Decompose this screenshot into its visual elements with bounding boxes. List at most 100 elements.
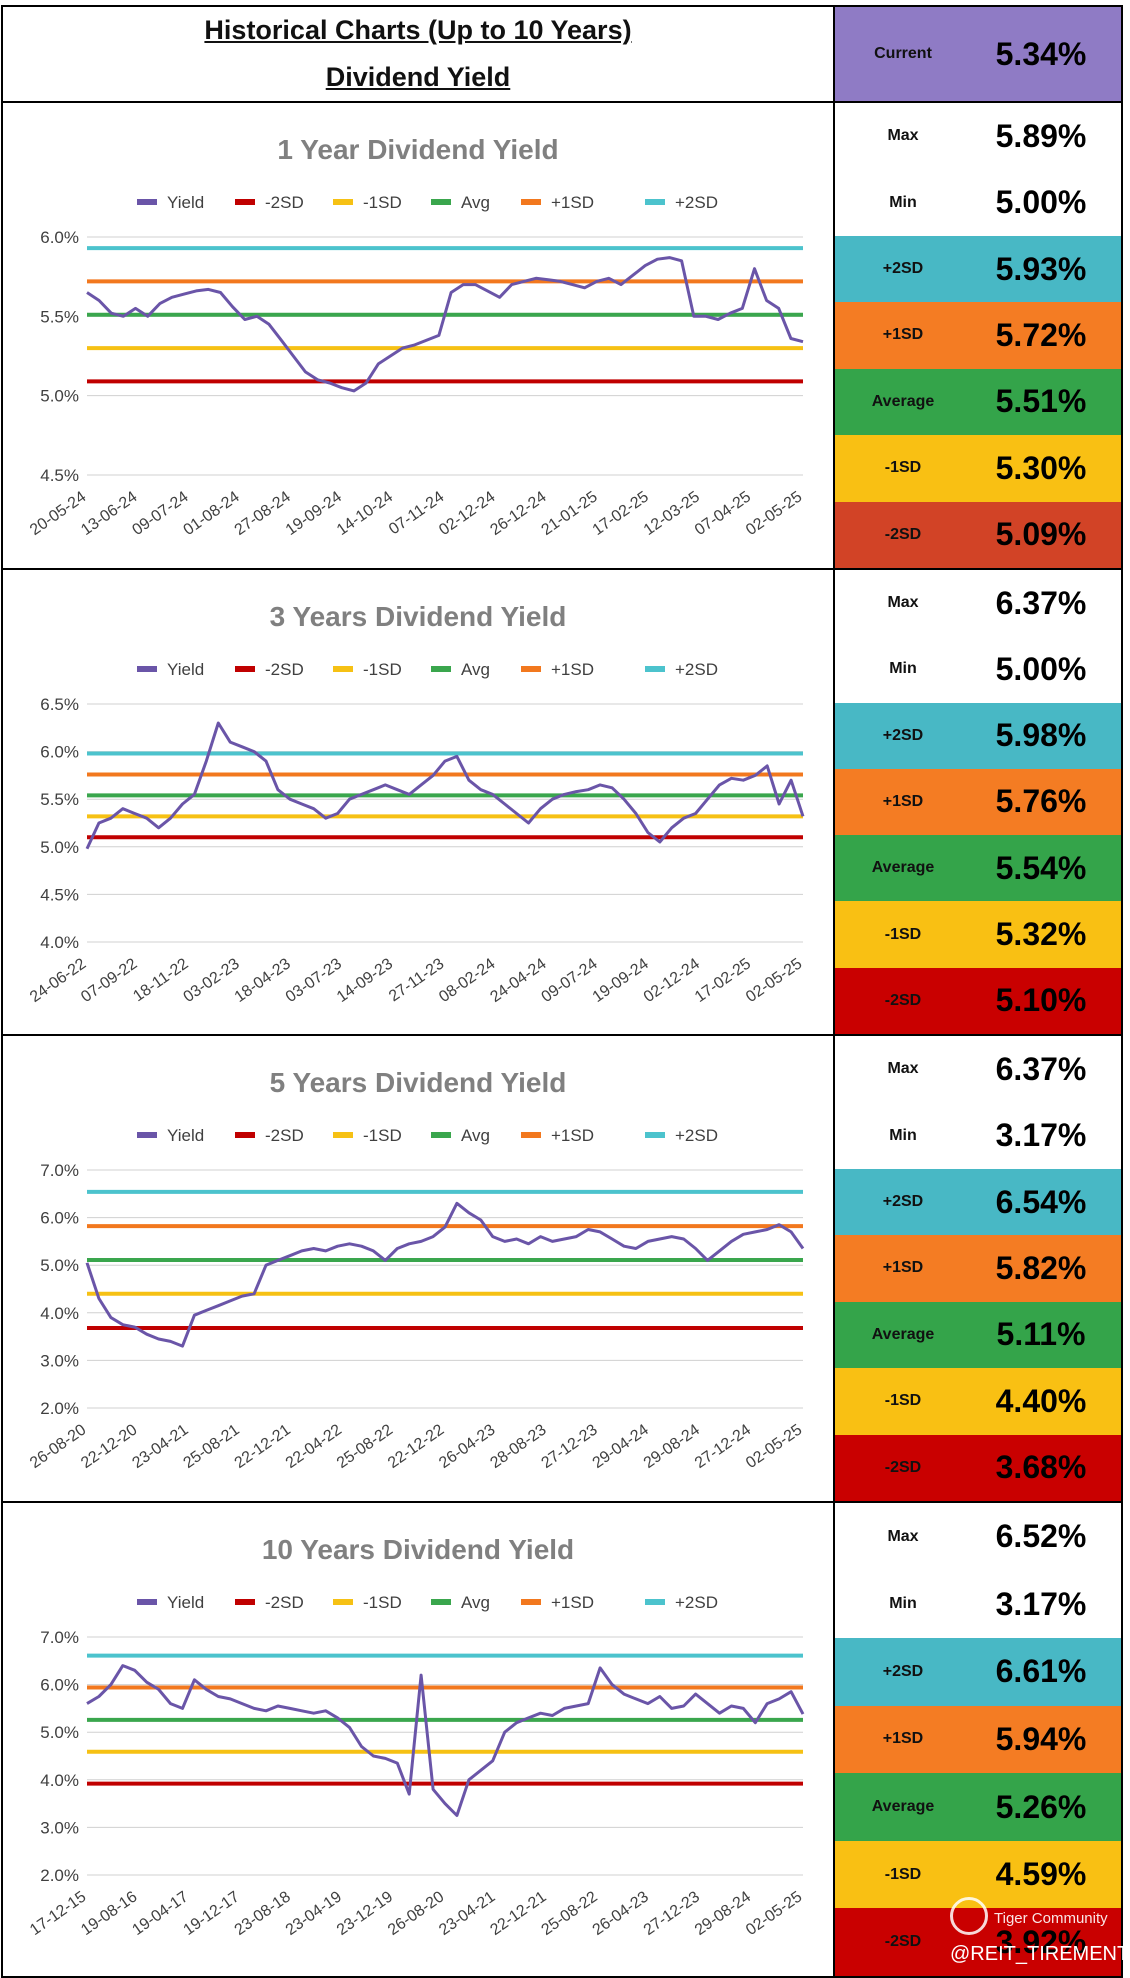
x-tick-label: 26-04-23 xyxy=(436,1421,498,1472)
x-tick-label: 27-08-24 xyxy=(232,488,294,539)
legend-label: Avg xyxy=(461,660,490,679)
stat-label: +2SD xyxy=(882,1662,924,1680)
stat-label: Average xyxy=(871,392,935,410)
legend-item-+1SD: +1SD xyxy=(521,1593,594,1612)
stat-label: Min xyxy=(889,193,917,211)
stat-cell-+2SD: +2SD 5.98% xyxy=(835,702,1121,769)
x-tick-label: 02-05-25 xyxy=(743,488,805,539)
legend-swatch xyxy=(235,666,255,672)
legend-label: +1SD xyxy=(551,1593,594,1612)
stat-value: 5.00% xyxy=(995,650,1087,687)
stat-value: 6.37% xyxy=(995,1050,1087,1087)
stat-cell-Average: Average 5.51% xyxy=(835,368,1121,436)
stat-value: 5.30% xyxy=(995,449,1087,486)
stat-label: +1SD xyxy=(882,326,924,344)
stat-cell-Min: Min 5.00% xyxy=(835,169,1121,236)
stat-cell-Max: Max 6.52% xyxy=(835,1503,1121,1571)
x-tick-label: 26-12-24 xyxy=(487,488,549,539)
chart-title: 1 Year Dividend Yield xyxy=(277,134,558,165)
x-tick-label: 25-08-22 xyxy=(539,1888,601,1939)
legend-swatch xyxy=(521,199,541,205)
yield-series-line xyxy=(86,256,804,393)
legend-item-+2SD: +2SD xyxy=(645,1126,718,1145)
stat-cell-Average: Average 5.11% xyxy=(835,1301,1121,1369)
x-tick-label: 25-08-21 xyxy=(181,1421,243,1472)
x-tick-label: 21-01-25 xyxy=(539,488,601,539)
legend-swatch xyxy=(235,199,255,205)
stat-value: 4.40% xyxy=(995,1382,1087,1419)
x-tick-label: 22-12-21 xyxy=(232,1421,294,1472)
legend-swatch xyxy=(521,1599,541,1605)
yield-series-line xyxy=(86,1664,805,1817)
stat-value: 6.37% xyxy=(995,584,1087,621)
x-tick-label: 27-11-23 xyxy=(386,955,447,1005)
stat-label: Max xyxy=(887,1060,919,1078)
y-tick-label: 4.0% xyxy=(40,1304,79,1323)
y-tick-label: 5.0% xyxy=(40,838,79,857)
stat-cell-+2SD: +2SD 6.61% xyxy=(835,1638,1121,1706)
stats-column-2: Max 6.37% Min 3.17% +2SD 6.54% +1SD 5.82% Averag… xyxy=(833,1036,1123,1503)
stats-column-3: Max 6.52% Min 3.17% +2SD 6.61% +1SD 5.94% Averag… xyxy=(833,1503,1123,1978)
legend-swatch xyxy=(137,1132,157,1138)
x-tick-label: 27-12-23 xyxy=(641,1888,703,1939)
stat-value: 5.72% xyxy=(995,316,1087,353)
stat-label: -2SD xyxy=(884,1458,922,1476)
legend-item-+2SD: +2SD xyxy=(645,193,718,212)
stat-value: 5.54% xyxy=(995,849,1087,886)
legend-swatch xyxy=(431,199,451,205)
stat-cell-Min: Min 3.17% xyxy=(835,1102,1121,1169)
y-tick-label: 2.0% xyxy=(40,1866,79,1885)
legend-item--1SD: -1SD xyxy=(333,660,402,679)
stat-cell-+1SD: +1SD 5.76% xyxy=(835,768,1121,836)
legend-label: +1SD xyxy=(551,193,594,212)
legend-swatch xyxy=(333,199,353,205)
x-tick-label: 01-08-24 xyxy=(181,488,243,539)
stat-cell--1SD: -1SD 5.32% xyxy=(835,901,1121,968)
x-tick-label: 14-09-23 xyxy=(334,955,396,1006)
stat-label: -2SD xyxy=(884,991,922,1009)
legend-item--2SD: -2SD xyxy=(235,660,304,679)
x-tick-label: 02-05-25 xyxy=(743,955,805,1006)
current-yield-cell: Current 5.34% xyxy=(833,5,1123,103)
legend-item-Avg: Avg xyxy=(431,193,490,212)
y-tick-label: 6.0% xyxy=(40,1209,79,1228)
x-tick-label: 07-11-24 xyxy=(386,488,447,538)
x-tick-label: 14-10-24 xyxy=(334,488,396,539)
x-tick-label: 23-04-21 xyxy=(436,1888,498,1939)
stat-value: 6.61% xyxy=(995,1653,1087,1690)
x-tick-label: 08-02-24 xyxy=(436,955,498,1006)
legend-label: Avg xyxy=(461,1593,490,1612)
legend-label: +2SD xyxy=(675,1126,718,1145)
stat-label: +2SD xyxy=(882,260,924,278)
stat-cell-+2SD: +2SD 6.54% xyxy=(835,1168,1121,1236)
legend-swatch xyxy=(137,1599,157,1605)
x-tick-label: 02-05-25 xyxy=(743,1421,805,1472)
x-tick-label: 29-08-24 xyxy=(641,1421,703,1472)
legend-swatch xyxy=(333,1132,353,1138)
x-tick-label: 09-07-24 xyxy=(129,488,191,539)
legend-item-Avg: Avg xyxy=(431,1593,490,1612)
x-tick-label: 23-08-18 xyxy=(232,1888,294,1939)
x-tick-label: 02-05-25 xyxy=(743,1888,805,1939)
legend-label: Yield xyxy=(167,660,204,679)
y-tick-label: 6.0% xyxy=(40,228,79,247)
chart-title: 5 Years Dividend Yield xyxy=(270,1067,567,1098)
stat-cell-Average: Average 5.26% xyxy=(835,1773,1121,1841)
stats-column-1: Max 6.37% Min 5.00% +2SD 5.98% +1SD 5.76% Averag… xyxy=(833,570,1123,1036)
legend-label: Yield xyxy=(167,193,204,212)
legend-swatch xyxy=(235,1132,255,1138)
watermark-handle: @REIT_TIREMENT xyxy=(950,1943,1130,1965)
legend-item-+2SD: +2SD xyxy=(645,1593,718,1612)
stat-cell-+1SD: +1SD 5.94% xyxy=(835,1705,1121,1774)
legend-swatch xyxy=(645,1132,665,1138)
stat-cell--1SD: -1SD 5.30% xyxy=(835,435,1121,502)
x-tick-label: 23-04-19 xyxy=(283,1888,345,1939)
x-tick-label: 20-05-24 xyxy=(27,488,89,539)
legend-label: -2SD xyxy=(265,660,304,679)
legend-swatch xyxy=(431,666,451,672)
x-tick-label: 18-04-23 xyxy=(232,955,294,1006)
y-tick-label: 5.0% xyxy=(40,1256,79,1275)
x-tick-label: 19-08-16 xyxy=(78,1888,140,1939)
legend-label: -2SD xyxy=(265,193,304,212)
stat-cell--2SD: -2SD 5.09% xyxy=(835,501,1121,568)
